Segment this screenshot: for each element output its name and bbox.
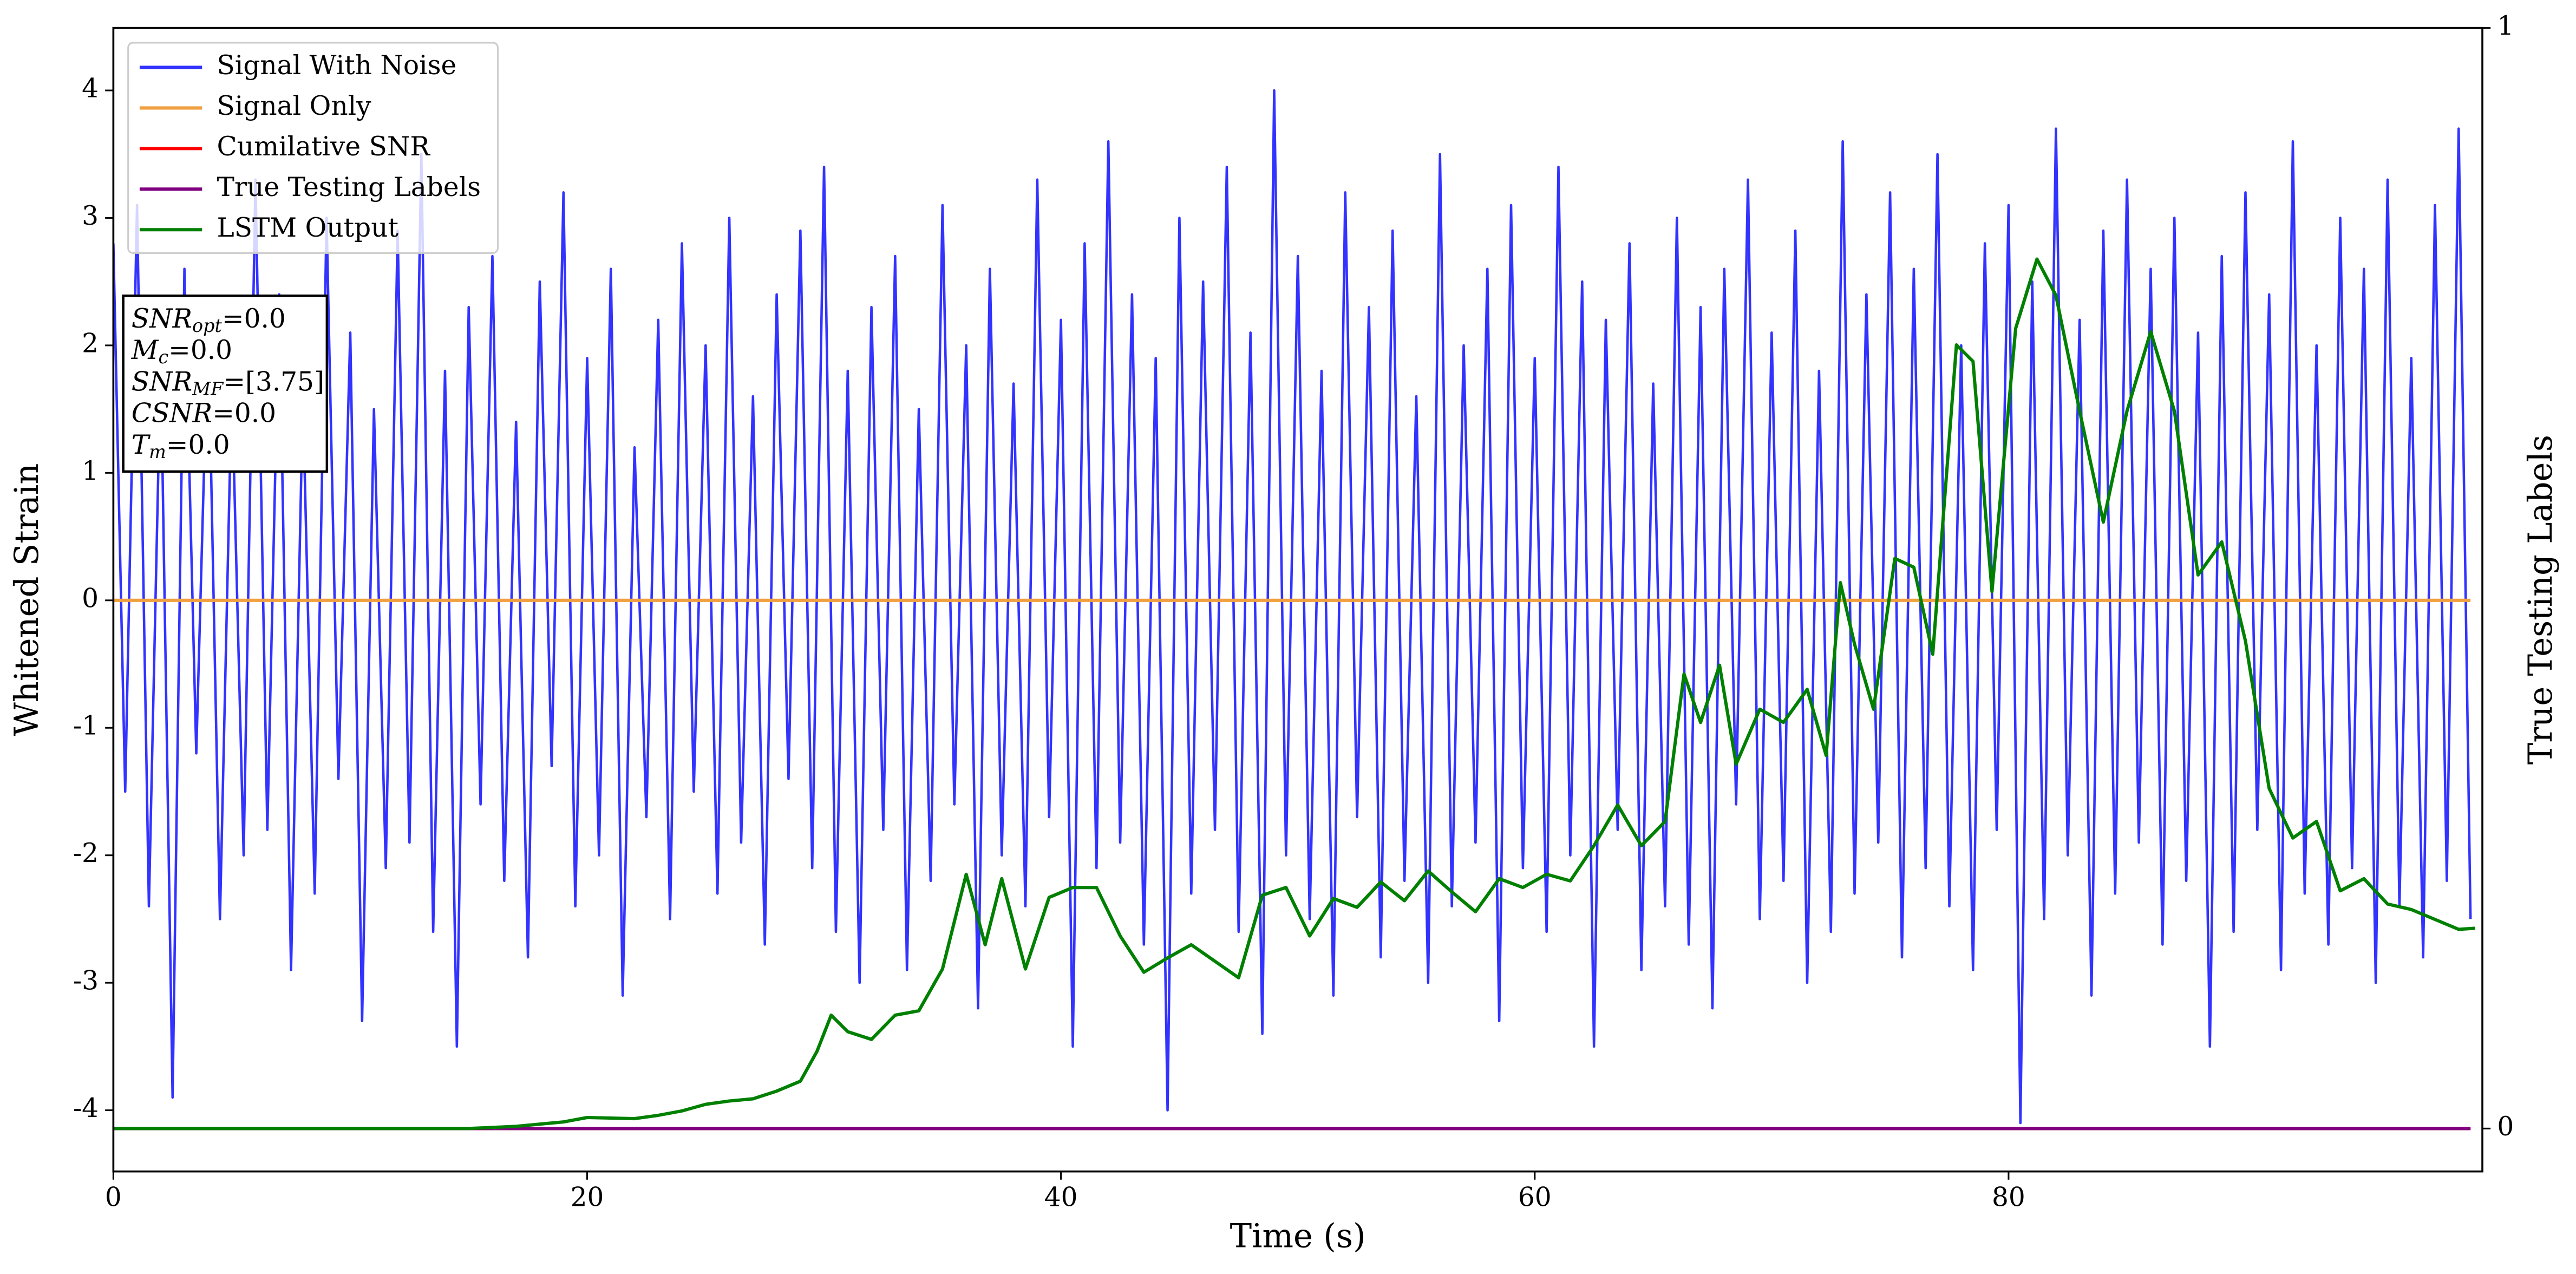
stat-line: SNRMF=[3.75]	[132, 367, 324, 400]
x-tick-label: 20	[571, 1182, 604, 1213]
stat-sub: opt	[192, 315, 222, 336]
stat-name: CSNR	[132, 398, 212, 428]
y-tick-label: -1	[73, 711, 99, 741]
y2-tick-label: 0	[2497, 1112, 2514, 1142]
stat-text: =0.0	[168, 335, 232, 365]
stat-text: =[3.75]	[223, 367, 324, 397]
x-tick-label: 80	[1992, 1182, 2025, 1213]
y-tick-label: -2	[73, 838, 99, 868]
y-tick-label: 3	[82, 201, 99, 231]
stat-text: =0.0	[166, 429, 230, 460]
stat-line: SNRopt=0.0	[132, 303, 286, 336]
stat-line: CSNR=0.0	[132, 398, 276, 428]
y-tick-label: 4	[82, 74, 99, 104]
y2-tick-label: 1	[2497, 11, 2514, 41]
stats-box: SNRopt=0.0Mc=0.0SNRMF=[3.75]CSNR=0.0Tm=0…	[122, 294, 329, 473]
stat-text: =0.0	[212, 398, 276, 428]
stat-line: Mc=0.0	[131, 335, 232, 368]
y-tick-label: 0	[82, 583, 99, 613]
stat-sub: c	[158, 347, 168, 368]
stat-name: SNR	[132, 367, 192, 397]
y2-axis-label: True Testing Labels	[2522, 435, 2560, 765]
y-axis-label: Whitened Strain	[8, 463, 46, 736]
legend-label: LSTM Output	[217, 213, 399, 243]
stat-text: =0.0	[222, 303, 286, 334]
legend-label: Signal Only	[217, 91, 372, 121]
legend-label: Cumilative SNR	[217, 132, 431, 162]
stat-name: T	[132, 429, 151, 460]
stat-name: SNR	[132, 303, 192, 334]
plot-frame	[112, 27, 2483, 1173]
x-tick-label: 40	[1044, 1182, 1078, 1213]
x-axis-label: Time (s)	[1230, 1218, 1366, 1256]
stat-sub: MF	[192, 378, 224, 399]
legend-label: Signal With Noise	[217, 50, 457, 81]
x-tick-label: 60	[1518, 1182, 1552, 1213]
stat-line: Tm=0.0	[132, 429, 230, 462]
stats-frame	[122, 294, 329, 473]
stat-sub: m	[149, 441, 166, 462]
y-tick-label: -3	[73, 966, 99, 996]
x-tick-label: 0	[105, 1182, 122, 1213]
legend-label: True Testing Labels	[217, 172, 481, 202]
y-tick-label: 1	[82, 456, 99, 486]
y-tick-label: 2	[82, 328, 99, 358]
stat-name: M	[131, 335, 159, 365]
y-tick-label: -4	[73, 1093, 99, 1123]
legend-box	[127, 42, 499, 254]
legend: Signal With Noise Signal Only Cumilative S…	[127, 42, 499, 254]
series-line	[113, 257, 2476, 1131]
